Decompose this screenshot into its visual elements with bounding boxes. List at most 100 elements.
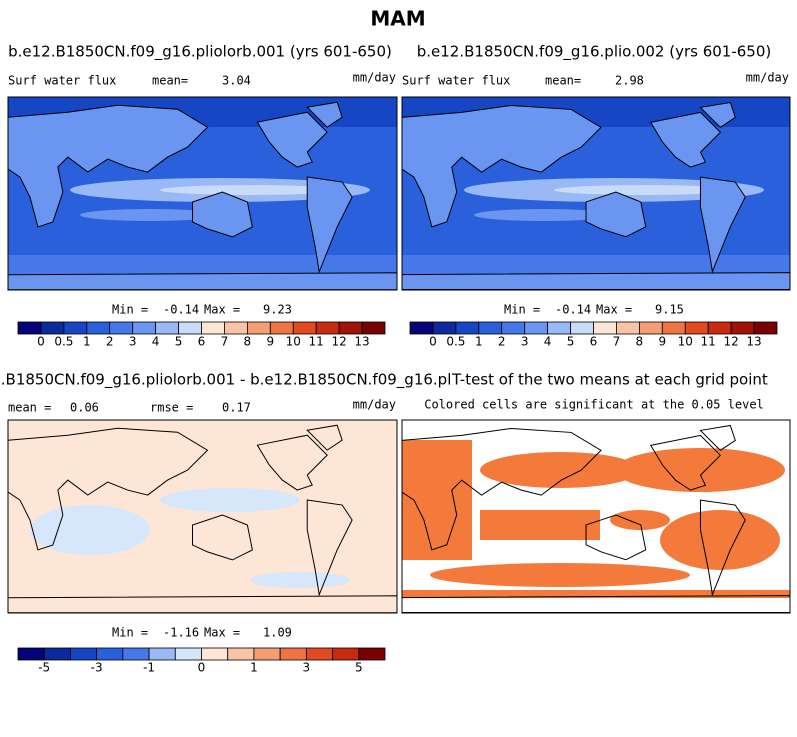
colorbar-label: 6 bbox=[198, 335, 206, 349]
colorbar-label: 5 bbox=[355, 661, 363, 675]
colorbar-box bbox=[455, 321, 480, 335]
colorbar-box bbox=[524, 321, 549, 335]
rmse-label: rmse = bbox=[150, 401, 193, 415]
mean: 2.98 bbox=[615, 74, 644, 88]
colorbar-label: 0 bbox=[37, 335, 45, 349]
map bbox=[401, 419, 791, 614]
colorbar-label: 6 bbox=[590, 335, 598, 349]
colorbar-box bbox=[132, 321, 157, 335]
colorbar-label: 7 bbox=[613, 335, 621, 349]
colorbar-box bbox=[224, 321, 248, 335]
colorbar-box bbox=[478, 321, 503, 335]
panel-title: b.e12.B1850CN.f09_g16.pliolorb.001 - b.e… bbox=[0, 371, 498, 390]
panel-subtitle: Colored cells are significant at the 0.0… bbox=[424, 398, 764, 412]
mean: 3.04 bbox=[222, 74, 251, 88]
colorbar-label: 3 bbox=[303, 661, 311, 675]
colorbar-box bbox=[616, 321, 640, 335]
colorbar-label: 3 bbox=[129, 335, 137, 349]
panel-title: T-test of the two means at each grid poi… bbox=[451, 371, 768, 389]
colorbar-label: -3 bbox=[91, 661, 103, 675]
min-label: Min = bbox=[112, 626, 148, 640]
colorbar-label: -5 bbox=[38, 661, 50, 675]
colorbar-label: 13 bbox=[354, 335, 369, 349]
colorbar-label: 10 bbox=[678, 335, 693, 349]
colorbar-label: 12 bbox=[723, 335, 738, 349]
colorbar-box bbox=[253, 647, 281, 661]
units: mm/day bbox=[746, 71, 789, 85]
variable: Surf water flux bbox=[8, 74, 116, 88]
colorbar-box bbox=[753, 321, 778, 335]
max-label: Max = bbox=[596, 303, 632, 317]
figure-title: MAM bbox=[370, 7, 425, 31]
colorbar-box bbox=[155, 321, 179, 335]
map bbox=[7, 96, 398, 291]
colorbar-box bbox=[547, 321, 571, 335]
map bbox=[7, 419, 398, 614]
colorbar-label: 12 bbox=[331, 335, 346, 349]
colorbar-box bbox=[638, 321, 663, 335]
colorbar-box bbox=[501, 321, 526, 335]
min: -1.16 bbox=[163, 626, 199, 640]
max-label: Max = bbox=[204, 626, 240, 640]
colorbar-label: 7 bbox=[221, 335, 229, 349]
colorbar-box bbox=[63, 321, 88, 335]
mean-label: mean= bbox=[545, 74, 581, 88]
colorbar-box bbox=[730, 321, 755, 335]
colorbar-box bbox=[361, 321, 386, 335]
colorbar-label: 13 bbox=[746, 335, 761, 349]
colorbar-box bbox=[96, 647, 124, 661]
colorbar-box bbox=[246, 321, 271, 335]
colorbar-box bbox=[70, 647, 98, 661]
colorbar-label: 1 bbox=[250, 661, 258, 675]
panel-title: b.e12.B1850CN.f09_g16.pliolorb.001 (yrs … bbox=[8, 43, 392, 62]
colorbar-box bbox=[40, 321, 65, 335]
colorbar-box bbox=[570, 321, 594, 335]
colorbar-label: 2 bbox=[106, 335, 114, 349]
max: 9.23 bbox=[263, 303, 292, 317]
max-label: Max = bbox=[204, 303, 240, 317]
colorbar-label: 0.5 bbox=[446, 335, 465, 349]
min-label: Min = bbox=[112, 303, 148, 317]
colorbar-box bbox=[432, 321, 457, 335]
colorbar-label: 4 bbox=[544, 335, 552, 349]
min-label: Min = bbox=[504, 303, 540, 317]
colorbar-box bbox=[201, 321, 225, 335]
colorbar-label: -1 bbox=[143, 661, 155, 675]
colorbar-label: 0 bbox=[429, 335, 437, 349]
min: -0.14 bbox=[163, 303, 199, 317]
colorbar-box bbox=[358, 647, 386, 661]
colorbar-box bbox=[269, 321, 294, 335]
max: 1.09 bbox=[263, 626, 292, 640]
colorbar-label: 0 bbox=[198, 661, 206, 675]
colorbar-box bbox=[593, 321, 617, 335]
min: -0.14 bbox=[555, 303, 591, 317]
map bbox=[401, 96, 791, 291]
colorbar-box bbox=[305, 647, 333, 661]
colorbar-box bbox=[174, 647, 202, 661]
mean-label: mean = bbox=[8, 401, 51, 415]
colorbar-box bbox=[661, 321, 686, 335]
colorbar-label: 1 bbox=[475, 335, 483, 349]
colorbar-box bbox=[332, 647, 360, 661]
panel-title: b.e12.B1850CN.f09_g16.plio.002 (yrs 601-… bbox=[417, 43, 772, 62]
colorbar-box bbox=[109, 321, 134, 335]
colorbar-box bbox=[707, 321, 732, 335]
colorbar-label: 9 bbox=[266, 335, 274, 349]
colorbar-label: 11 bbox=[309, 335, 324, 349]
title-background bbox=[450, 370, 797, 390]
colorbar-box bbox=[17, 321, 42, 335]
colorbar-label: 0.5 bbox=[54, 335, 73, 349]
colorbar-box bbox=[292, 321, 317, 335]
colorbar-box bbox=[338, 321, 363, 335]
colorbar-label: 1 bbox=[83, 335, 91, 349]
colorbar-box bbox=[17, 647, 45, 661]
colorbar-label: 5 bbox=[567, 335, 575, 349]
colorbar-box bbox=[43, 647, 71, 661]
colorbar-box bbox=[122, 647, 150, 661]
colorbar-label: 3 bbox=[521, 335, 529, 349]
mean: 0.06 bbox=[70, 401, 99, 415]
colorbar-label: 4 bbox=[152, 335, 160, 349]
colorbar-box bbox=[684, 321, 709, 335]
units: mm/day bbox=[353, 71, 396, 85]
